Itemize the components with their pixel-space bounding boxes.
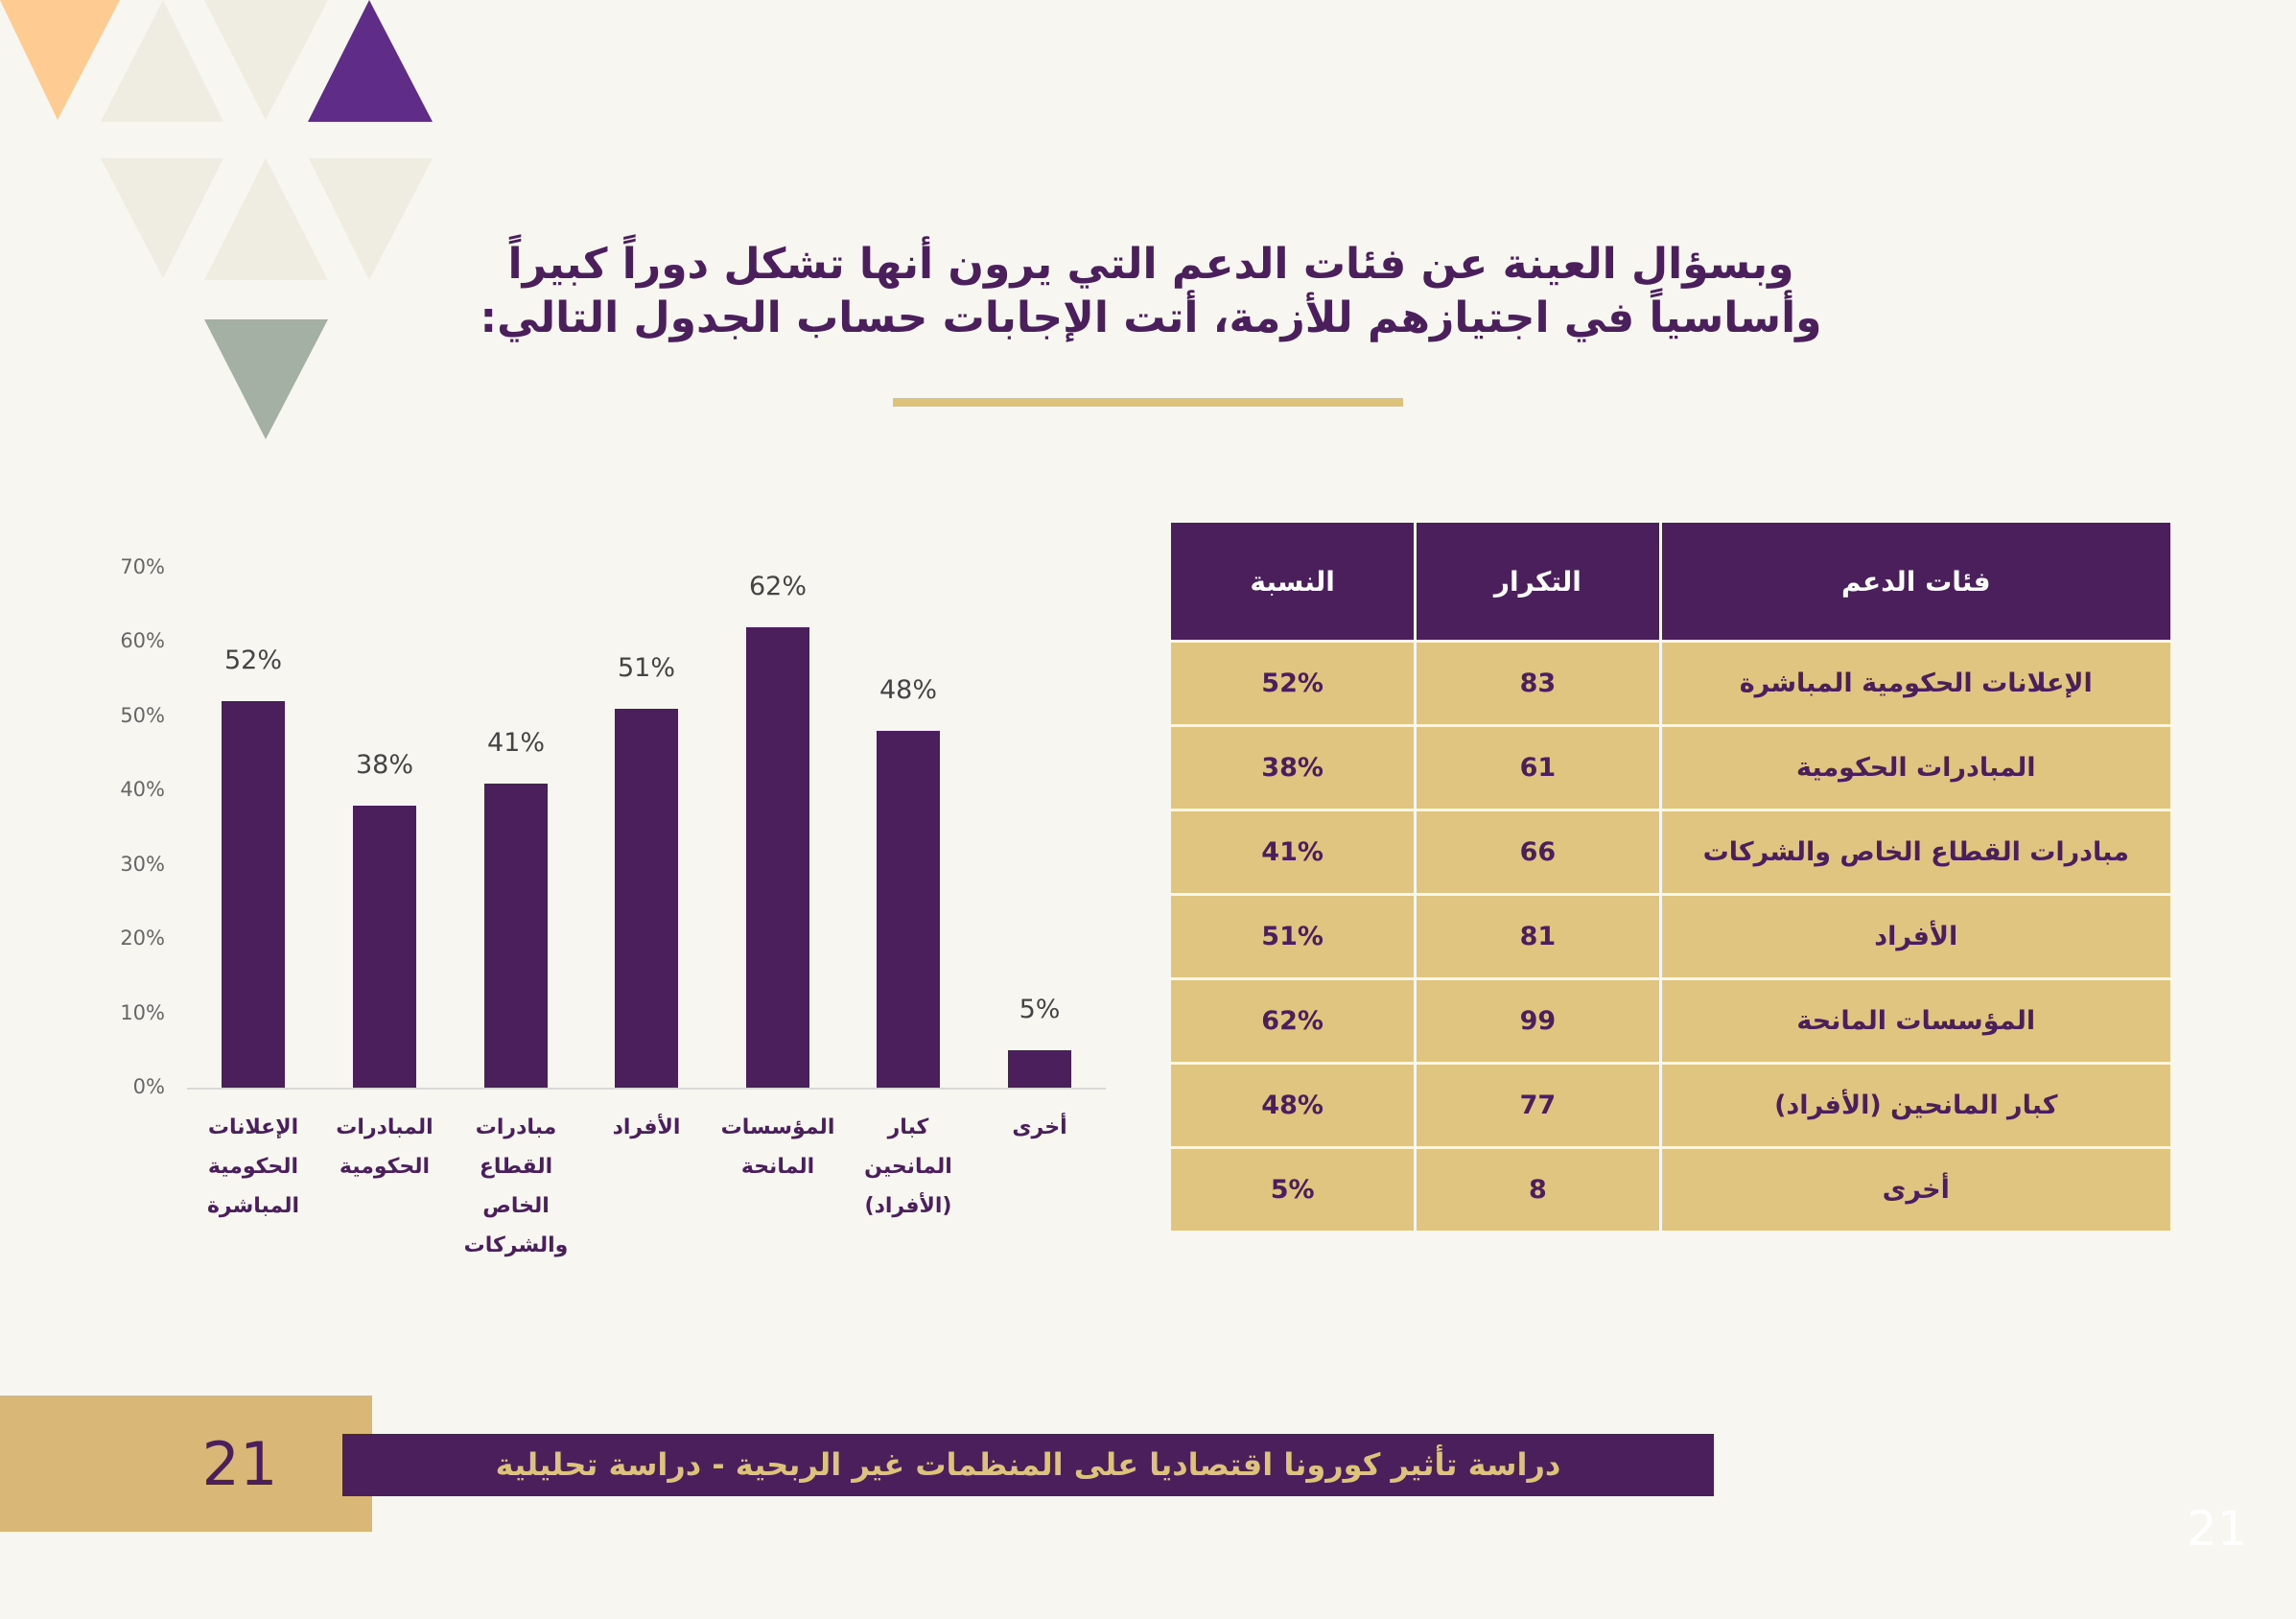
table-row: المبادرات الحكومية 61 38% [1167, 724, 2174, 811]
category-label-line: القطاع [479, 1155, 553, 1179]
bar-value-label: 48% [879, 675, 937, 706]
beige-triangle [204, 0, 328, 120]
y-tick-label: 40% [120, 778, 165, 802]
category-label-line: المبادرات [336, 1115, 433, 1139]
x-axis-line [187, 1088, 1106, 1090]
bar [222, 701, 285, 1088]
category-label: المؤسسات المانحة [713, 1108, 843, 1186]
cell-percent: 41% [1167, 809, 1417, 896]
purple-triangle [308, 0, 433, 122]
cell-category: الإعلانات الحكومية المباشرة [1658, 640, 2174, 727]
cell-frequency: 77 [1414, 1062, 1662, 1149]
cell-percent: 48% [1167, 1062, 1417, 1149]
cell-category: الأفراد [1658, 893, 2174, 980]
bar-value-label: 41% [486, 727, 545, 758]
table-header-row: فئات الدعم التكرار النسبة [1167, 520, 2174, 643]
header-frequency: التكرار [1414, 520, 1662, 643]
cell-category: المبادرات الحكومية [1658, 724, 2174, 811]
cell-percent: 51% [1167, 893, 1417, 980]
cell-percent: 52% [1167, 640, 1417, 727]
category-label-line: المؤسسات [720, 1115, 835, 1139]
cell-category: المؤسسات المانحة [1658, 977, 2174, 1065]
category-label: المبادرات الحكومية [319, 1108, 450, 1186]
category-label-line: (الأفراد) [864, 1194, 952, 1218]
category-label: أخرى [974, 1108, 1105, 1147]
beige-triangle [204, 158, 328, 280]
category-label: مبادرات القطاع الخاص والشركات [451, 1108, 581, 1265]
cell-category: كبار المانحين (الأفراد) [1658, 1062, 2174, 1149]
beige-triangle [101, 158, 223, 278]
footer-title-bar: دراسة تأثير كورونا اقتصاديا على المنظمات… [342, 1434, 1714, 1496]
category-label-line: أخرى [1012, 1115, 1067, 1139]
bar [484, 783, 548, 1088]
table-row: الأفراد 81 51% [1167, 893, 2174, 980]
page-number-block [0, 1396, 372, 1532]
table-row: مبادرات القطاع الخاص والشركات 66 41% [1167, 809, 2174, 896]
table-row: أخرى 8 5% [1167, 1146, 2174, 1233]
cell-frequency: 99 [1414, 977, 1662, 1065]
table-row: الإعلانات الحكومية المباشرة 83 52% [1167, 640, 2174, 727]
bar-value-label: 5% [1019, 995, 1061, 1025]
beige-triangle [309, 158, 433, 280]
bar-value-label: 38% [355, 749, 413, 780]
y-tick-label: 10% [120, 1000, 165, 1024]
gray-triangle [204, 319, 328, 439]
title-line-2: وأساسياً في اجتيازهم للأزمة، أتت الإجابا… [480, 293, 1822, 342]
cell-percent: 38% [1167, 724, 1417, 811]
category-label-line: الحكومية [207, 1155, 299, 1179]
cell-category: أخرى [1658, 1146, 2174, 1233]
y-tick-label: 30% [120, 852, 165, 876]
y-tick-label: 20% [120, 927, 165, 950]
bar-value-label: 52% [223, 645, 282, 676]
y-tick-label: 60% [120, 629, 165, 653]
cell-category: مبادرات القطاع الخاص والشركات [1658, 809, 2174, 896]
cell-frequency: 83 [1414, 640, 1662, 727]
header-percent: النسبة [1167, 520, 1417, 643]
cell-percent: 5% [1167, 1146, 1417, 1233]
category-label-line: والشركات [463, 1233, 569, 1257]
category-label-line: كبار المانحين [864, 1115, 952, 1179]
table-row: كبار المانحين (الأفراد) 77 48% [1167, 1062, 2174, 1149]
page-title: وبسؤال العينة عن فئات الدعم التي يرون أن… [384, 238, 1918, 345]
bar [615, 709, 678, 1088]
cell-percent: 62% [1167, 977, 1417, 1065]
cell-frequency: 8 [1414, 1146, 1662, 1233]
cell-frequency: 81 [1414, 893, 1662, 980]
category-label-line: الخاص [482, 1194, 550, 1218]
y-tick-label: 0% [132, 1075, 165, 1098]
category-label: الأفراد [581, 1108, 712, 1147]
y-tick-label: 70% [120, 555, 165, 578]
category-label-line: مبادرات [475, 1115, 557, 1139]
bar [353, 805, 416, 1088]
corner-page-number: 21 [2187, 1501, 2248, 1557]
category-label-line: المباشرة [206, 1194, 300, 1218]
category-label-line: الإعلانات [207, 1115, 299, 1139]
bar [1008, 1050, 1071, 1088]
title-underline [893, 398, 1403, 407]
support-categories-table: فئات الدعم التكرار النسبة الإعلانات الحك… [1167, 520, 2174, 1233]
page-number: 21 [201, 1429, 278, 1499]
category-label: الإعلانات الحكومية المباشرة [188, 1108, 318, 1226]
category-label-line: الأفراد [612, 1115, 681, 1139]
category-label: كبار المانحين (الأفراد) [843, 1108, 973, 1226]
table-row: المؤسسات المانحة 99 62% [1167, 977, 2174, 1065]
decorative-triangles [0, 0, 433, 439]
cell-frequency: 61 [1414, 724, 1662, 811]
y-tick-label: 50% [120, 703, 165, 727]
cell-frequency: 66 [1414, 809, 1662, 896]
category-label-line: الحكومية [339, 1155, 431, 1179]
category-label-line: المانحة [740, 1155, 815, 1179]
title-line-1: وبسؤال العينة عن فئات الدعم التي يرون أن… [507, 240, 1794, 289]
header-category: فئات الدعم [1658, 520, 2174, 643]
beige-triangle [101, 0, 223, 122]
orange-triangle [0, 0, 120, 120]
bar [877, 731, 940, 1088]
bar-value-label: 51% [617, 653, 675, 684]
bar [746, 626, 809, 1088]
bar-value-label: 62% [748, 571, 807, 601]
